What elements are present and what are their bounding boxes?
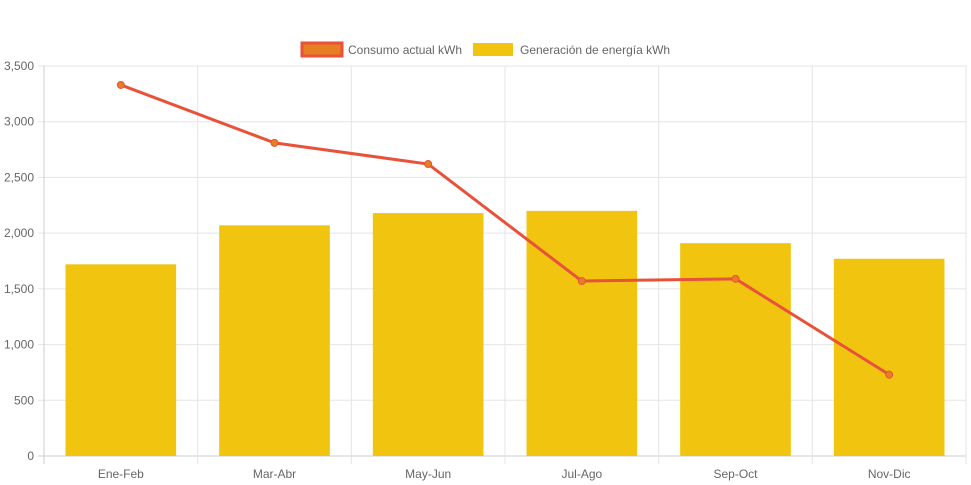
legend-item-consumo[interactable]: Consumo actual kWh	[300, 41, 462, 58]
line-point	[116, 80, 125, 89]
bar	[526, 210, 638, 456]
x-tick-label: Mar-Abr	[253, 467, 296, 481]
legend-item-generacion[interactable]: Generación de energía kWh	[473, 43, 670, 57]
chart-legend: Consumo actual kWh Generación de energía…	[300, 41, 670, 58]
bar	[833, 258, 945, 456]
x-tick-label: May-Jun	[405, 467, 451, 481]
bar-series	[65, 210, 945, 456]
y-tick-label: 1,000	[4, 338, 34, 352]
y-tick-label: 1,500	[4, 282, 34, 296]
y-tick-label: 0	[27, 449, 34, 463]
y-tick-label: 500	[14, 393, 34, 407]
legend-label-generacion: Generación de energía kWh	[520, 43, 670, 57]
legend-swatch-consumo	[300, 41, 344, 58]
bar	[372, 213, 484, 456]
line-point	[885, 370, 894, 379]
line-point	[731, 274, 740, 283]
y-tick-label: 3,000	[4, 115, 34, 129]
x-tick-label: Ene-Feb	[98, 467, 144, 481]
y-tick-label: 2,000	[4, 226, 34, 240]
y-tick-label: 2,500	[4, 170, 34, 184]
x-tick-label: Jul-Ago	[561, 467, 602, 481]
x-axis: Ene-Feb Mar-Abr May-Jun Jul-Ago Sep-Oct Nov-D…	[98, 467, 911, 481]
bar	[65, 264, 177, 456]
legend-label-consumo: Consumo actual kWh	[348, 43, 462, 57]
x-tick-label: Sep-Oct	[713, 467, 758, 481]
y-axis: 0 500 1,000 1,500 2,000 2,500 3,000 3,500	[4, 59, 34, 463]
line-series	[116, 80, 894, 379]
x-tick-label: Nov-Dic	[868, 467, 911, 481]
grid-lines	[38, 65, 967, 464]
legend-swatch-generacion	[473, 43, 513, 56]
series-line	[120, 83, 890, 376]
y-tick-label: 3,500	[4, 59, 34, 73]
line-point	[424, 160, 433, 169]
bar	[219, 225, 330, 456]
line-point	[577, 277, 586, 286]
line-point	[270, 138, 279, 147]
